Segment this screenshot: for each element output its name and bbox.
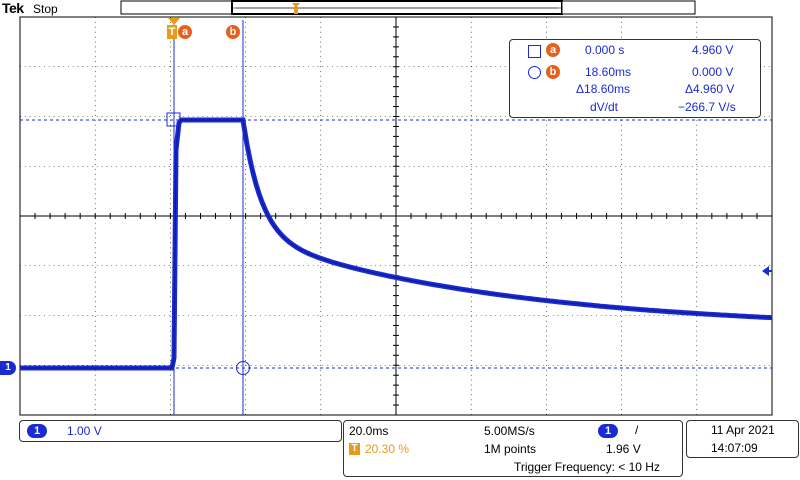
readout-b-volt: 0.000 V bbox=[692, 65, 734, 79]
readout-b-badge: b bbox=[546, 65, 560, 79]
cursor-a-square-icon bbox=[528, 45, 541, 58]
graticule bbox=[19, 16, 773, 416]
top-bar: Tek Stop bbox=[0, 0, 800, 17]
trigger-slope-icon: / bbox=[635, 423, 639, 437]
trigger-t-marker-icon: T bbox=[167, 25, 177, 39]
date-time-panel: 11 Apr 2021 14:07:09 bbox=[686, 420, 799, 458]
overview-trigger-marker bbox=[292, 3, 300, 14]
cursor-b-label[interactable]: b bbox=[226, 25, 240, 39]
channel-1-ground-marker[interactable]: 1 bbox=[0, 361, 16, 375]
channel-1-scale: 1.00 V bbox=[67, 424, 102, 438]
channel-1-trace-core bbox=[20, 119, 773, 369]
time-display: 14:07:09 bbox=[711, 441, 758, 455]
readout-dvdt-value: −266.7 V/s bbox=[678, 100, 736, 114]
record-overview bbox=[120, 0, 696, 15]
readout-dvdt-label: dV/dt bbox=[590, 100, 619, 114]
readout-b-time: 18.60ms bbox=[585, 65, 632, 79]
readout-a-volt: 4.960 V bbox=[692, 43, 734, 57]
readout-delta-volt: Δ4.960 V bbox=[685, 82, 735, 96]
cursor-readout-panel: a 0.000 s 4.960 V b 18.60ms 0.000 V Δ18.… bbox=[509, 39, 761, 118]
trigger-level: 1.96 V bbox=[606, 442, 641, 456]
cursor-a-label[interactable]: a bbox=[178, 25, 192, 39]
cursor-b-circle-icon bbox=[528, 66, 541, 79]
sample-rate: 5.00MS/s bbox=[484, 424, 535, 438]
cursor-b-circle-marker bbox=[236, 361, 250, 375]
channel-1-badge: 1 bbox=[27, 424, 47, 438]
trigger-t-icon: T bbox=[349, 443, 360, 455]
readout-delta-time: Δ18.60ms bbox=[576, 82, 631, 96]
trigger-position-marker[interactable] bbox=[167, 15, 181, 25]
record-length: 1M points bbox=[484, 442, 537, 456]
trigger-source-badge: 1 bbox=[598, 424, 618, 438]
timebase-trigger-panel[interactable]: 20.0ms 5.00MS/s 1 / T 20.30 % 1M points … bbox=[343, 420, 683, 477]
run-state: Stop bbox=[33, 2, 58, 16]
trigger-frequency: Trigger Frequency: < 10 Hz bbox=[514, 460, 660, 474]
trigger-level-arrow[interactable] bbox=[762, 266, 769, 276]
time-per-div: 20.0ms bbox=[349, 424, 389, 438]
channel-1-panel[interactable]: 1 1.00 V bbox=[19, 420, 342, 442]
trigger-level-arrow-tail bbox=[769, 270, 772, 272]
trigger-position: 20.30 % bbox=[365, 442, 410, 456]
readout-a-time: 0.000 s bbox=[585, 43, 625, 57]
date-display: 11 Apr 2021 bbox=[711, 423, 775, 437]
readout-a-badge: a bbox=[546, 43, 560, 57]
brand-logo: Tek bbox=[2, 0, 24, 16]
